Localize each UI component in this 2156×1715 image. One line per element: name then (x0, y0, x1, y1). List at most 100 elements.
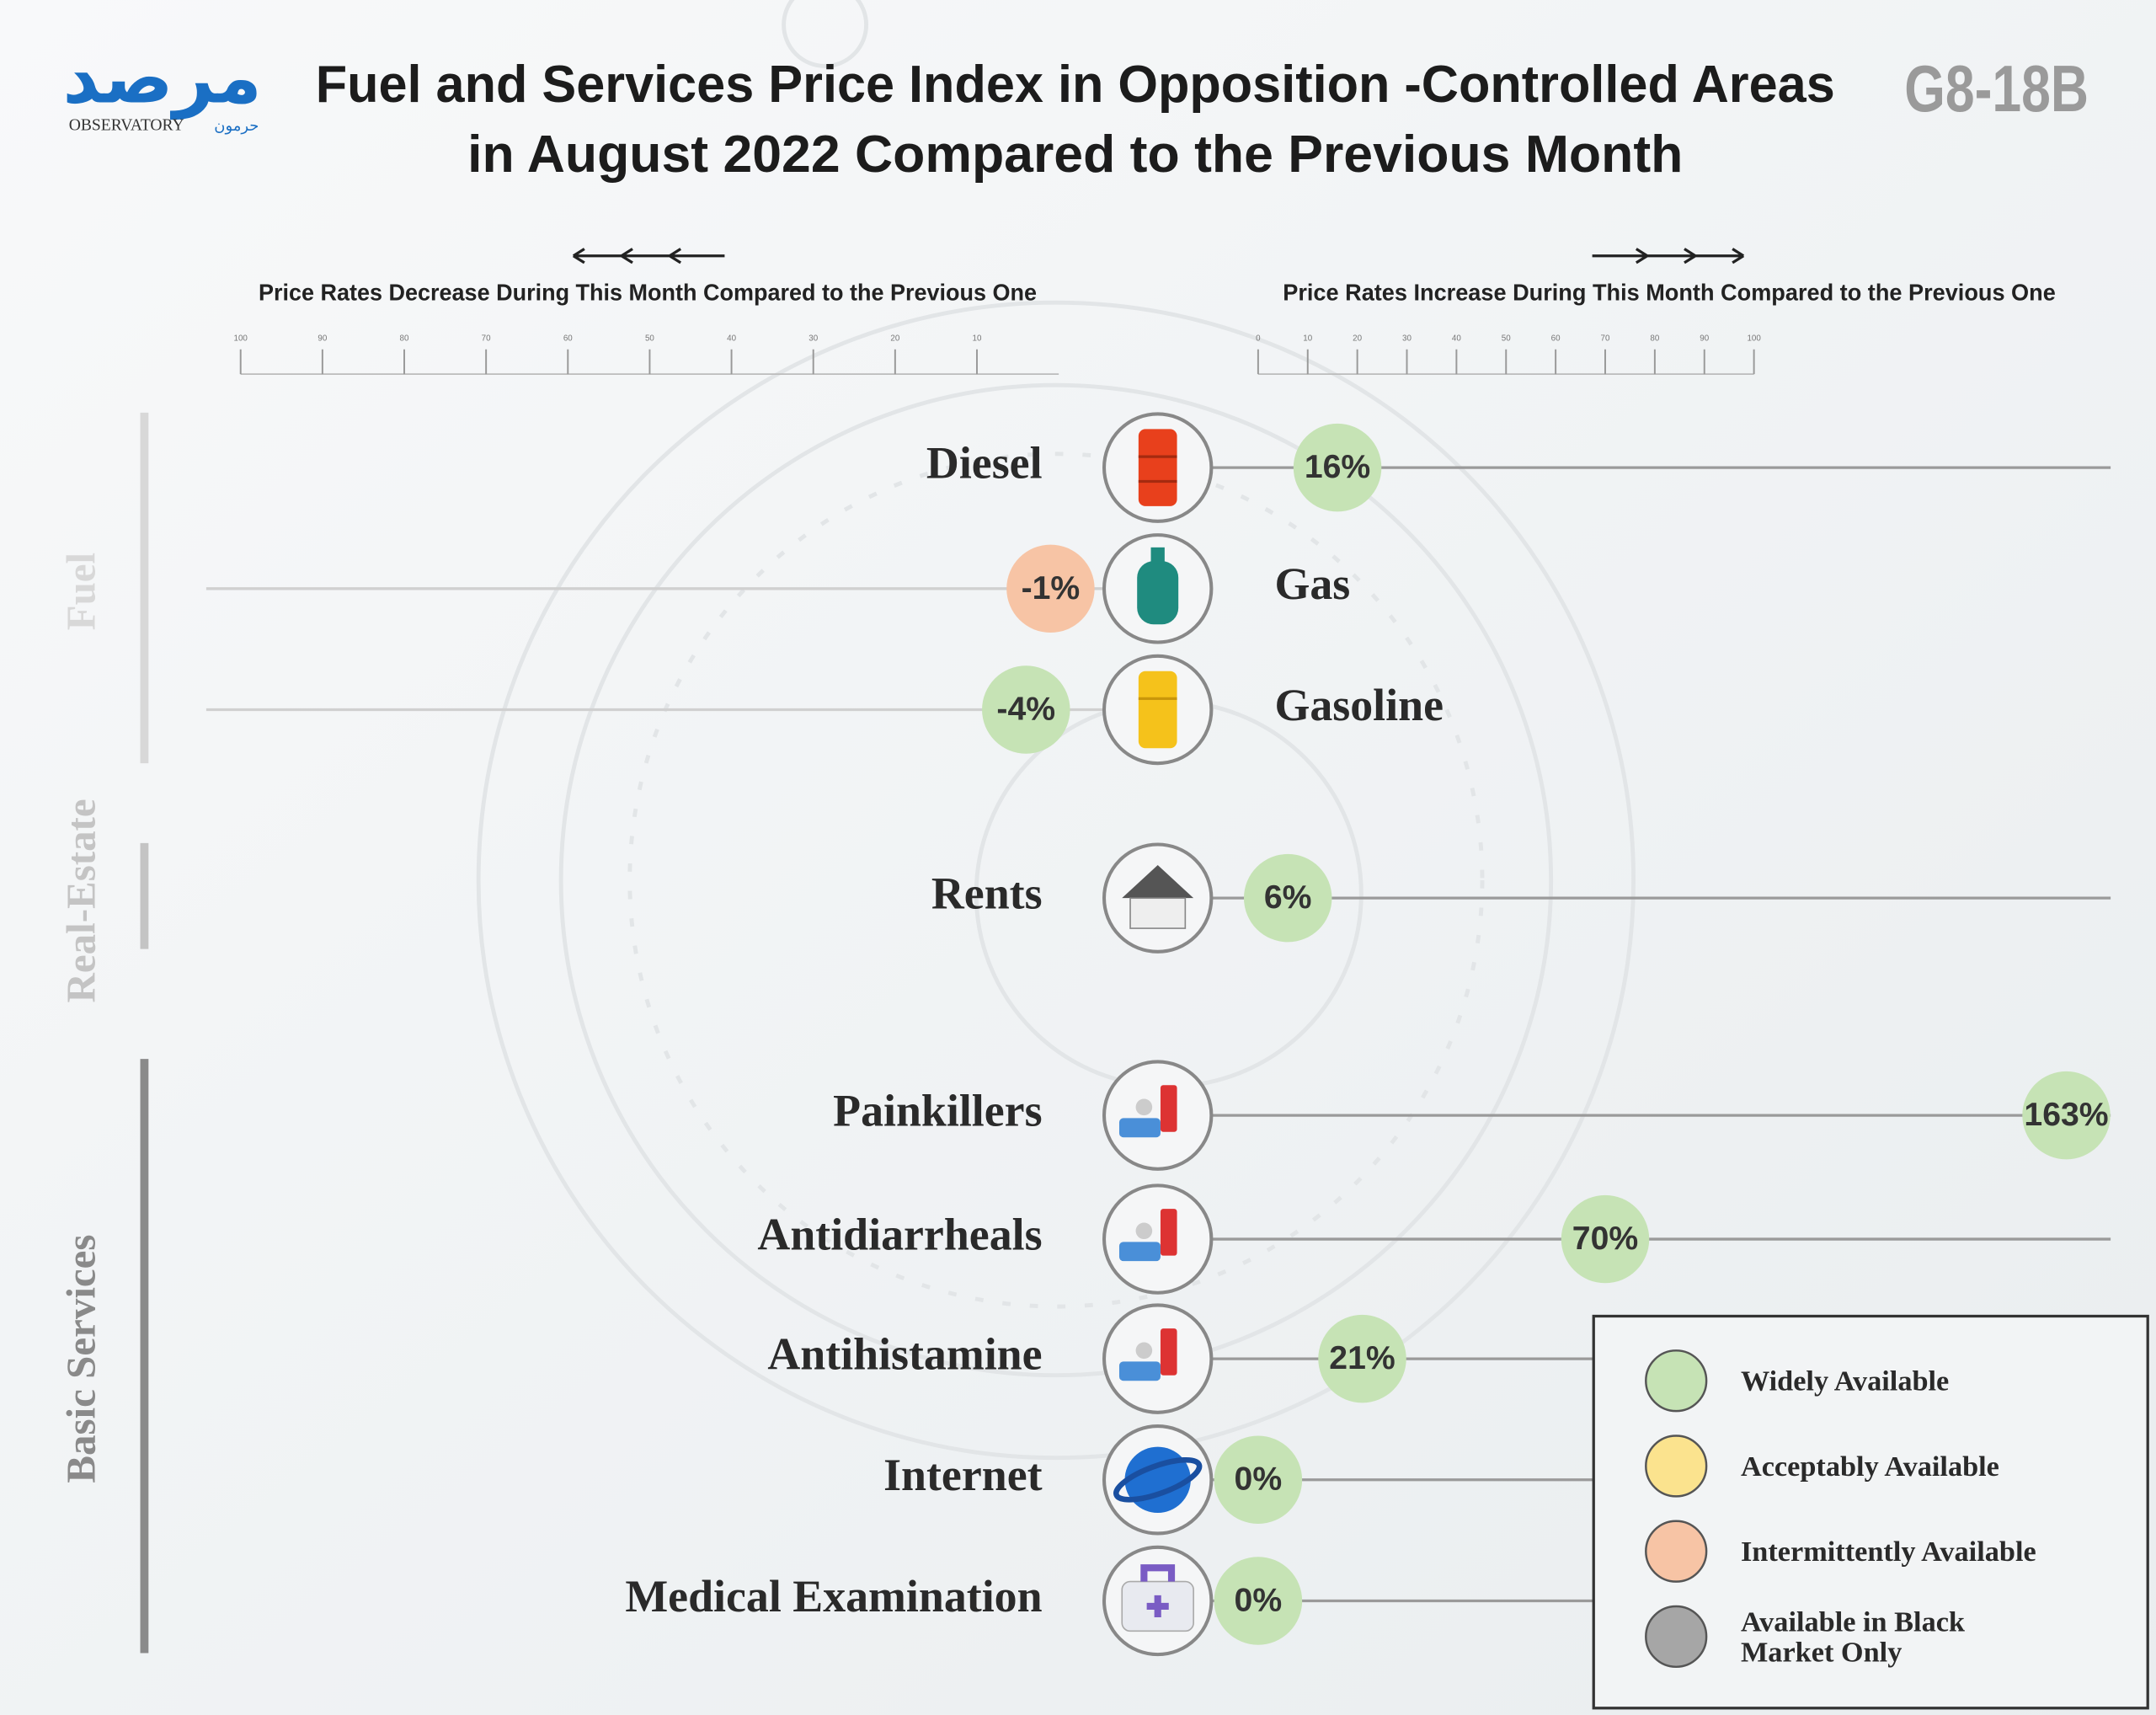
legend-label: Acceptably Available (1740, 1449, 1999, 1483)
icon-bottle (1160, 1209, 1177, 1256)
legend-swatch (1645, 1520, 1708, 1583)
increase-label: Price Rates Increase During This Month C… (1283, 280, 2056, 306)
legend-entry: Widely Available (1740, 1364, 1950, 1397)
value-label: -4% (996, 691, 1055, 727)
plot: 100 90 80 70 60 50 40 30 20 10 0 10 20 30 40 50 60 70 80 90… (57, 334, 2149, 1710)
value-bubble (1214, 1435, 1303, 1525)
x-tick-label: 80 (400, 334, 409, 343)
icon-bottle (1160, 1328, 1177, 1376)
value-bubble (1318, 1314, 1406, 1403)
x-tick-label: 70 (1601, 334, 1610, 343)
icon-globe (1124, 1446, 1191, 1513)
icon-pills (1118, 1361, 1161, 1381)
chart-title: in August 2022 Compared to the Previous … (467, 126, 1683, 184)
icon-barrel (1138, 671, 1177, 749)
category-label: Antidiarrheals (757, 1209, 1042, 1259)
x-tick-label: 60 (563, 334, 573, 343)
x-tick-label: 60 (1551, 334, 1561, 343)
legend-label: Intermittently Available (1740, 1535, 2036, 1568)
category-label: Gas (1274, 558, 1350, 609)
x-tick-label: 10 (1303, 334, 1312, 343)
x-tick-label: 90 (1700, 334, 1709, 343)
category-label: Painkillers (833, 1085, 1042, 1135)
category-label: Gasoline (1274, 680, 1444, 730)
value-label: 16% (1305, 449, 1370, 485)
value-label: 0% (1235, 1461, 1283, 1498)
group-label: Basic Services (57, 1235, 104, 1483)
logo-sub: OBSERVATORY (69, 117, 184, 135)
item-icon (1118, 1328, 1177, 1381)
icon-frame (1102, 1060, 1214, 1171)
value-bubble (1293, 423, 1382, 512)
icon-pills (1118, 1118, 1161, 1138)
value-label: -1% (1022, 570, 1081, 606)
category-label: Medical Examination (625, 1571, 1042, 1622)
legend-entry: Available in Black Market Only (1740, 1605, 1966, 1669)
x-tick-label: 20 (890, 334, 899, 343)
item-icon (1138, 429, 1177, 506)
icon-pills (1118, 1242, 1161, 1262)
item-icon (1122, 864, 1194, 929)
icon-handle (1140, 1564, 1176, 1582)
x-tick-label: 20 (1353, 334, 1362, 343)
item-icon (1118, 1085, 1177, 1138)
legend-swatch (1645, 1349, 1708, 1413)
icon-pill (1135, 1222, 1153, 1240)
legend-label: Available in Black Market Only (1740, 1605, 1966, 1669)
value-bubble (1243, 853, 1332, 943)
decrease-label: Price Rates Decrease During This Month C… (259, 280, 1037, 306)
value-bubble (1006, 544, 1095, 633)
x-tick-label: 90 (318, 334, 327, 343)
category-label: Rents (931, 868, 1043, 919)
icon-bottle (1160, 1085, 1177, 1132)
x-tick-label: 80 (1650, 334, 1659, 343)
icon-pill (1135, 1098, 1153, 1116)
x-tick-label: 50 (1502, 334, 1511, 343)
logo-brand: حرمون (214, 117, 259, 135)
icon-frame (1102, 1183, 1214, 1295)
logo-main: مرصد (62, 36, 261, 120)
icon-barrel (1138, 429, 1177, 506)
icon-pill (1135, 1342, 1153, 1360)
value-label: 163% (2024, 1097, 2108, 1133)
icon-house-body (1129, 897, 1187, 929)
category-label: Diesel (926, 438, 1043, 489)
icon-valve (1150, 547, 1165, 564)
item-icon (1113, 1446, 1203, 1513)
legend-swatch (1645, 1435, 1708, 1498)
value-label: 21% (1329, 1340, 1395, 1376)
value-bubble (1214, 1557, 1303, 1645)
value-label: 6% (1264, 879, 1312, 916)
x-tick-label: 30 (1402, 334, 1412, 343)
icon-frame (1102, 1303, 1214, 1414)
x-tick-label: 0 (1256, 334, 1261, 343)
x-tick-label: 50 (645, 334, 654, 343)
x-tick-label: 10 (973, 334, 982, 343)
legend-label: Widely Available (1740, 1364, 1950, 1397)
group-label: Fuel (57, 553, 104, 631)
legend-entry: Intermittently Available (1740, 1535, 2036, 1568)
value-bubble (2022, 1071, 2111, 1160)
x-tick-label: 40 (727, 334, 736, 343)
group-label: Real-Estate (57, 799, 104, 1002)
value-label: 0% (1235, 1582, 1283, 1618)
x-tick-label: 100 (234, 334, 248, 343)
icon-cylinder (1137, 561, 1179, 625)
x-tick-label: 40 (1452, 334, 1461, 343)
category-label: Internet (883, 1450, 1043, 1500)
icon-house (1122, 864, 1194, 899)
value-label: 70% (1572, 1221, 1638, 1257)
value-bubble (982, 665, 1070, 754)
chart-code: G8-18B (1904, 51, 2089, 126)
legend-entry: Acceptably Available (1740, 1449, 1999, 1483)
item-icon (1118, 1209, 1177, 1262)
icon-orbit (1113, 1456, 1203, 1503)
legend-swatch (1645, 1605, 1708, 1669)
x-tick-label: 70 (482, 334, 491, 343)
chart-title: Fuel and Services Price Index in Opposit… (316, 56, 1835, 114)
item-icon (1137, 547, 1179, 625)
item-icon (1138, 671, 1177, 749)
logo: مرصد OBSERVATORY حرمون (62, 36, 261, 135)
category-label: Antihistamine (767, 1328, 1042, 1379)
